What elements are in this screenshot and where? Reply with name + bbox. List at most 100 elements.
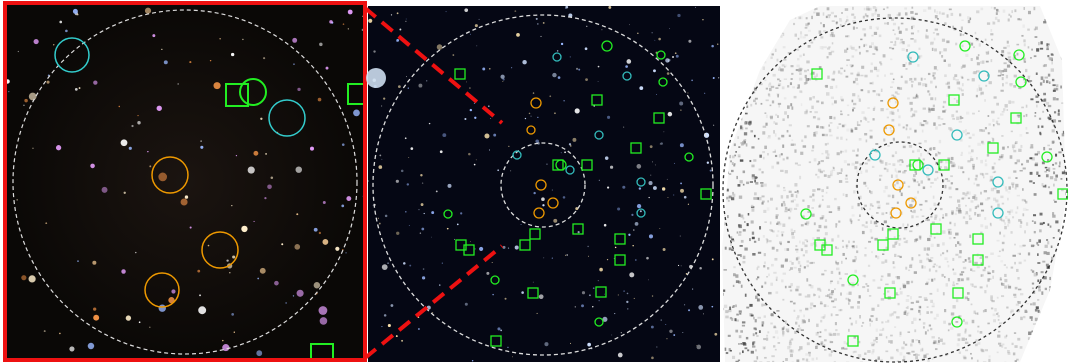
speck xyxy=(1009,155,1013,159)
speck xyxy=(772,360,775,362)
speck xyxy=(875,336,878,341)
speck xyxy=(806,361,810,362)
speck xyxy=(797,328,800,332)
speck xyxy=(765,114,768,119)
speck xyxy=(971,149,974,153)
speck xyxy=(944,74,947,78)
speck xyxy=(919,203,923,206)
speck xyxy=(827,305,829,308)
speck xyxy=(844,177,849,180)
speck xyxy=(877,255,880,260)
speck xyxy=(253,150,259,156)
speck xyxy=(944,108,947,112)
speck xyxy=(820,342,823,346)
speck xyxy=(908,164,911,167)
speck xyxy=(606,259,609,261)
speck xyxy=(822,12,825,16)
speck xyxy=(769,229,773,231)
speck xyxy=(808,351,811,354)
speck xyxy=(665,58,670,63)
speck xyxy=(875,255,878,258)
speck xyxy=(932,104,935,108)
speck xyxy=(493,133,497,137)
speck xyxy=(850,220,853,223)
speck xyxy=(797,315,800,318)
speck xyxy=(789,267,793,270)
speck xyxy=(957,199,961,203)
speck xyxy=(896,181,899,185)
speck xyxy=(1035,72,1038,75)
speck xyxy=(851,245,855,248)
speck xyxy=(834,100,837,104)
speck xyxy=(760,182,764,184)
speck xyxy=(853,336,857,339)
speck xyxy=(698,305,704,310)
speck xyxy=(744,121,747,125)
speck xyxy=(993,319,996,323)
speck xyxy=(996,311,999,315)
speck xyxy=(789,210,792,213)
speck xyxy=(735,329,739,333)
speck xyxy=(898,115,901,119)
speck xyxy=(1029,238,1032,243)
speck xyxy=(931,305,935,308)
speck xyxy=(857,94,860,97)
speck xyxy=(903,284,907,288)
speck xyxy=(1040,271,1044,274)
speck xyxy=(478,18,480,20)
speck xyxy=(955,283,959,285)
speck xyxy=(1048,81,1051,84)
speck xyxy=(855,256,858,260)
speck xyxy=(395,179,399,183)
speck xyxy=(968,136,972,139)
speck xyxy=(1046,48,1049,51)
speck xyxy=(379,154,382,157)
speck xyxy=(1042,221,1045,225)
speck xyxy=(341,143,345,146)
speck xyxy=(851,282,855,285)
speck xyxy=(281,243,284,246)
speck xyxy=(955,232,959,236)
speck xyxy=(740,142,743,144)
speck xyxy=(1058,230,1062,234)
speck xyxy=(787,105,790,109)
speck xyxy=(901,346,905,350)
speck xyxy=(740,239,744,243)
speck xyxy=(724,246,727,250)
speck xyxy=(815,7,818,10)
speck xyxy=(242,38,244,41)
speck xyxy=(789,207,793,211)
speck xyxy=(944,22,947,25)
speck xyxy=(920,348,924,352)
speck xyxy=(874,11,877,15)
speck xyxy=(309,146,314,151)
speck xyxy=(775,122,778,125)
speck xyxy=(816,236,821,240)
speck xyxy=(570,342,572,344)
speck xyxy=(1015,177,1018,179)
speck xyxy=(903,311,907,315)
speck xyxy=(838,123,842,125)
speck xyxy=(794,330,797,334)
speck xyxy=(812,95,815,99)
speck xyxy=(791,236,795,239)
speck xyxy=(497,169,500,172)
speck xyxy=(797,348,801,352)
speck xyxy=(171,289,176,294)
speck xyxy=(933,340,937,344)
speck xyxy=(535,17,538,20)
speck xyxy=(903,241,907,244)
speck xyxy=(765,122,768,126)
speck xyxy=(911,321,914,325)
speck xyxy=(750,204,754,207)
speck xyxy=(908,269,911,272)
speck xyxy=(1061,189,1064,192)
speck xyxy=(658,37,661,41)
speck xyxy=(959,115,962,120)
speck xyxy=(1006,306,1009,309)
speck xyxy=(828,292,832,296)
speck xyxy=(848,299,851,302)
speck xyxy=(979,256,982,259)
speck xyxy=(831,34,836,38)
speck xyxy=(1044,244,1048,248)
